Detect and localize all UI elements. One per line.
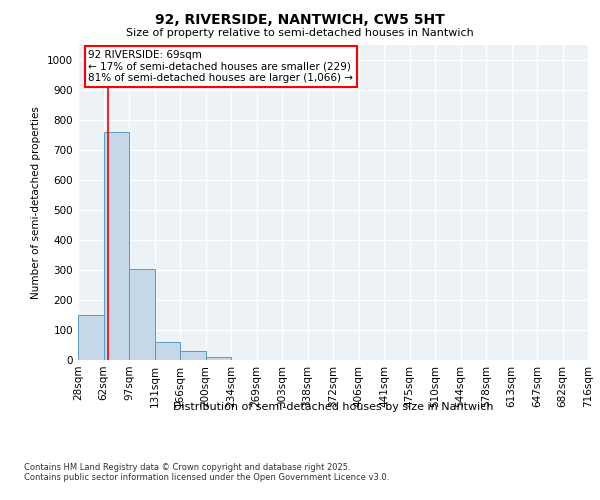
Y-axis label: Number of semi-detached properties: Number of semi-detached properties bbox=[31, 106, 41, 299]
Bar bbox=[205, 357, 231, 360]
Bar bbox=[78, 315, 104, 360]
Text: Size of property relative to semi-detached houses in Nantwich: Size of property relative to semi-detach… bbox=[126, 28, 474, 38]
Bar bbox=[180, 351, 205, 360]
Text: Contains HM Land Registry data © Crown copyright and database right 2025.: Contains HM Land Registry data © Crown c… bbox=[24, 462, 350, 471]
Text: 92 RIVERSIDE: 69sqm
← 17% of semi-detached houses are smaller (229)
81% of semi-: 92 RIVERSIDE: 69sqm ← 17% of semi-detach… bbox=[88, 50, 353, 83]
Bar bbox=[155, 342, 180, 360]
Text: 92, RIVERSIDE, NANTWICH, CW5 5HT: 92, RIVERSIDE, NANTWICH, CW5 5HT bbox=[155, 12, 445, 26]
Bar bbox=[129, 268, 155, 360]
Text: Contains public sector information licensed under the Open Government Licence v3: Contains public sector information licen… bbox=[24, 472, 389, 482]
Text: Distribution of semi-detached houses by size in Nantwich: Distribution of semi-detached houses by … bbox=[173, 402, 493, 412]
Bar bbox=[104, 132, 129, 360]
